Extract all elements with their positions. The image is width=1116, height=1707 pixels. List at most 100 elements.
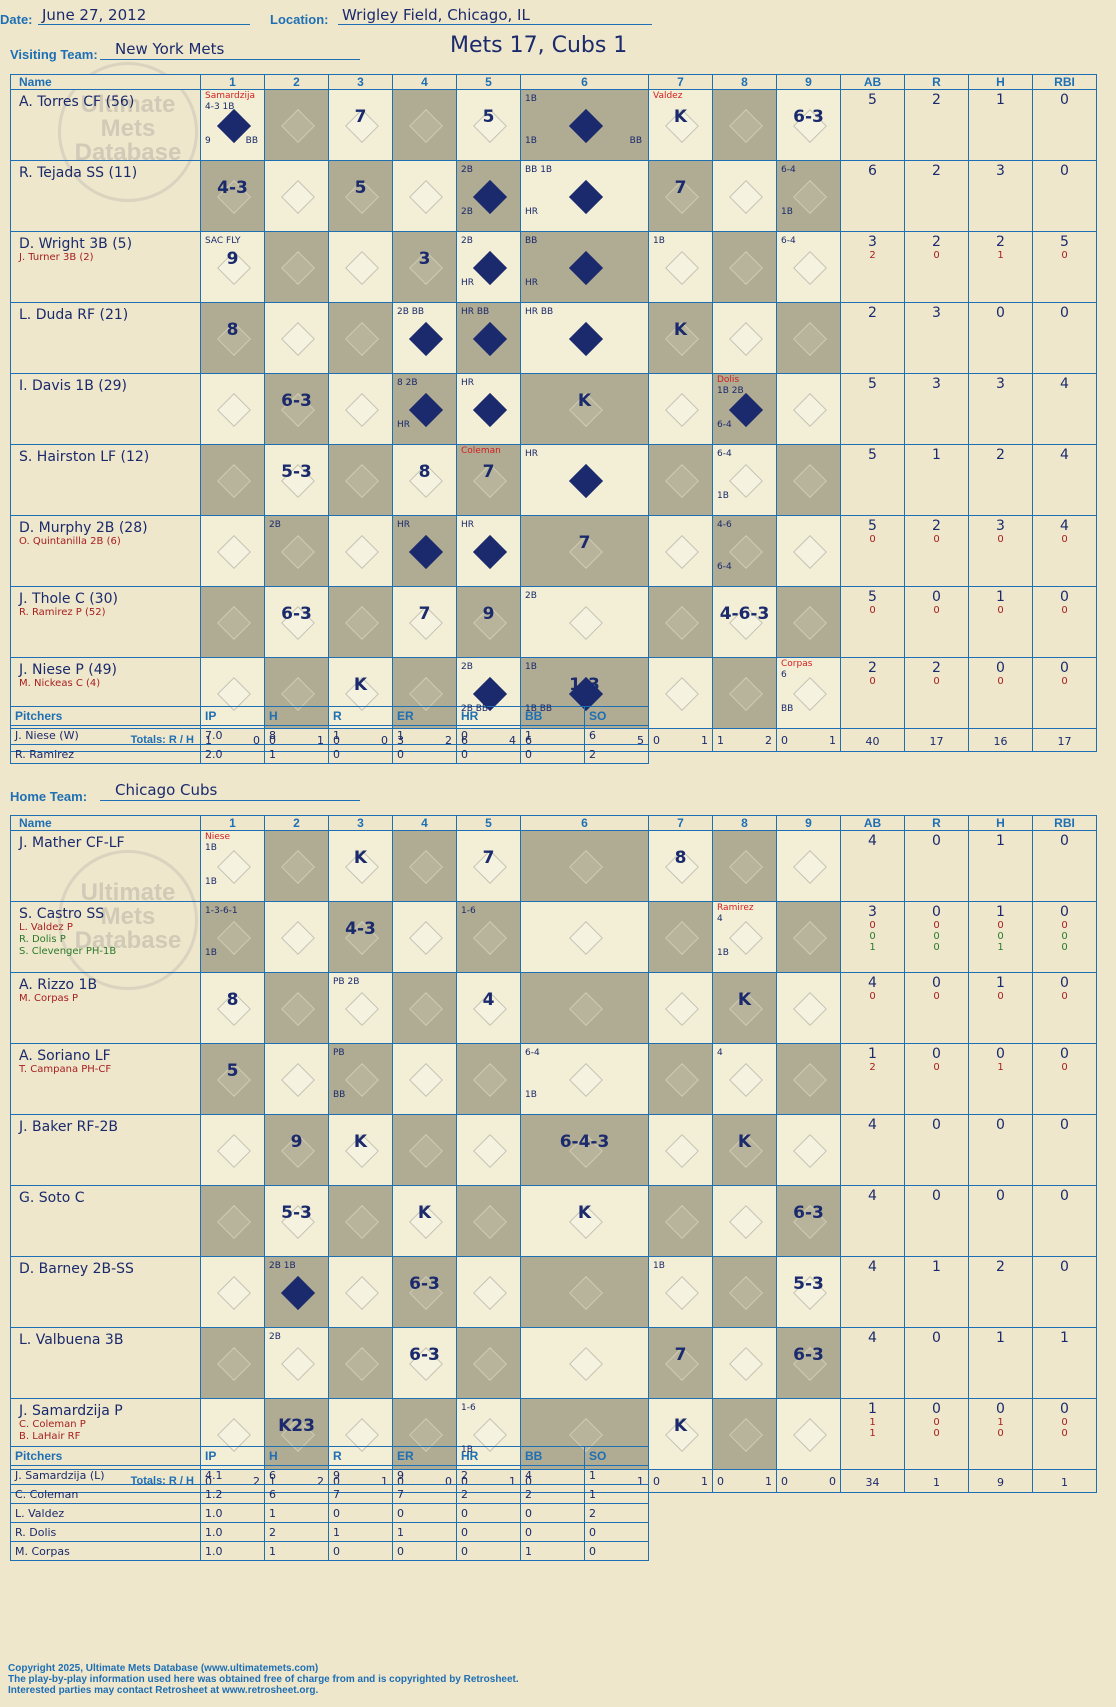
stat-value: 3 xyxy=(868,234,877,250)
base-diamond xyxy=(792,1134,827,1168)
at-bat-result: K xyxy=(353,848,368,868)
at-bat-note: 1B xyxy=(717,491,729,501)
base-diamond xyxy=(728,1063,763,1097)
at-bat-note: 2B xyxy=(525,591,537,601)
at-bat-cell xyxy=(712,1256,777,1328)
at-bat-note: 1B xyxy=(653,236,665,246)
at-bat-cell xyxy=(328,444,393,516)
pitcher-bb: 0 xyxy=(520,1503,585,1523)
at-bat-cell xyxy=(712,89,777,161)
stat-h: 0 xyxy=(968,302,1033,374)
at-bat-cell xyxy=(200,515,265,587)
at-bat-cell: K xyxy=(328,830,393,902)
inning-hits: 2 xyxy=(765,733,772,747)
stat-r: 0 xyxy=(904,1327,969,1399)
at-bat-note: 1-6 xyxy=(461,1403,476,1413)
base-diamond xyxy=(280,322,315,356)
col-name-header: Name xyxy=(10,74,201,90)
inning-header-6: 6 xyxy=(520,74,649,90)
stat-ab: 2 xyxy=(840,302,905,374)
at-bat-note: 1-3-6-1 xyxy=(205,906,238,916)
at-bat-cell xyxy=(648,901,713,973)
stat-value: 1 xyxy=(868,1401,877,1417)
stat-value: 5 xyxy=(868,376,877,392)
at-bat-result: 4-3 xyxy=(345,919,376,939)
stat-value: 0 xyxy=(932,1117,941,1133)
inning-hits: 1 xyxy=(765,1474,772,1488)
stat-value: 0 xyxy=(997,1428,1004,1439)
at-bat-cell xyxy=(776,1043,841,1115)
at-bat-note: 2B xyxy=(461,165,473,175)
pitcher-r: 7 xyxy=(328,1484,393,1504)
base-diamond xyxy=(216,1205,251,1239)
base-diamond xyxy=(792,606,827,640)
batter-row: L. Valbuena 3B 2B 6-3 7 6-3 4 0 1 1 xyxy=(10,1327,1097,1399)
base-diamond xyxy=(280,992,315,1026)
at-bat-cell: 8 xyxy=(200,972,265,1044)
at-bat-cell: 4-3 xyxy=(328,901,393,973)
substitute-name: R. Ramirez P (52) xyxy=(19,607,106,618)
at-bat-cell xyxy=(328,302,393,374)
base-diamond xyxy=(472,393,507,427)
stat-value: 4 xyxy=(868,833,877,849)
at-bat-cell xyxy=(648,515,713,587)
base-diamond xyxy=(216,535,251,569)
base-diamond xyxy=(344,1276,379,1310)
base-diamond xyxy=(280,1276,315,1310)
at-bat-cell xyxy=(456,1185,521,1257)
batter-row: I. Davis 1B (29) 6-3 8 2B HR HR K Dolis 1B 2B 6-… xyxy=(10,373,1097,445)
at-bat-cell: PB BB xyxy=(328,1043,393,1115)
at-bat-cell xyxy=(456,1043,521,1115)
pitcher-bb: 1 xyxy=(520,1541,585,1561)
at-bat-cell xyxy=(520,830,649,902)
at-bat-note: HR xyxy=(525,207,539,217)
batter-name: L. Valbuena 3B xyxy=(19,1332,124,1348)
substitute-name: L. Valdez P xyxy=(19,922,73,933)
stat-value: 0 xyxy=(997,991,1004,1002)
pitcher-r: 0 xyxy=(328,1541,393,1561)
stat-value: 0 xyxy=(1060,1401,1069,1417)
stat-total: 9 xyxy=(968,1469,1033,1493)
stat-r: 3 xyxy=(904,373,969,445)
base-diamond xyxy=(568,850,603,884)
pitcher-r: 9 xyxy=(328,1465,393,1485)
base-diamond xyxy=(408,109,443,143)
stat-value: 1 xyxy=(996,1330,1005,1346)
stat-value: 1 xyxy=(932,1259,941,1275)
base-diamond xyxy=(216,606,251,640)
at-bat-result: 6-3 xyxy=(793,1345,824,1365)
inning-header-4: 4 xyxy=(392,74,457,90)
at-bat-note: 1B xyxy=(525,662,537,672)
batter-name: D. Murphy 2B (28) xyxy=(19,520,148,536)
base-diamond xyxy=(568,180,603,214)
inning-header-3: 3 xyxy=(328,74,393,90)
at-bat-cell: 7 Coleman xyxy=(456,444,521,516)
at-bat-result: K xyxy=(673,320,688,340)
substitute-name: O. Quintanilla 2B (6) xyxy=(19,536,121,547)
stat-value: 0 xyxy=(1061,942,1068,953)
at-bat-note: 4 xyxy=(717,1048,723,1058)
batter-name: D. Barney 2B-SS xyxy=(19,1261,134,1277)
at-bat-note: 1B xyxy=(525,136,537,146)
pitcher-bb: 4 xyxy=(520,1465,585,1485)
pitcher-row: J. Samardzija (L) 4.1 6 9 9 2 4 1 xyxy=(10,1465,649,1485)
date-label: Date: xyxy=(0,12,33,27)
at-bat-result: 5-3 xyxy=(281,1203,312,1223)
at-bat-cell: 6-3 xyxy=(392,1327,457,1399)
at-bat-cell: 5-3 xyxy=(776,1256,841,1328)
inning-runs: 0 xyxy=(653,1474,660,1488)
at-bat-note: 2B BB xyxy=(461,704,489,714)
at-bat-note: 4-6 xyxy=(717,520,732,530)
stat-value: 0 xyxy=(932,1330,941,1346)
base-diamond xyxy=(728,1205,763,1239)
at-bat-result: 6-3 xyxy=(793,1203,824,1223)
substitute-name: T. Campana PH-CF xyxy=(19,1064,112,1075)
stat-ab: 4 xyxy=(840,830,905,902)
stat-value: 0 xyxy=(932,904,941,920)
